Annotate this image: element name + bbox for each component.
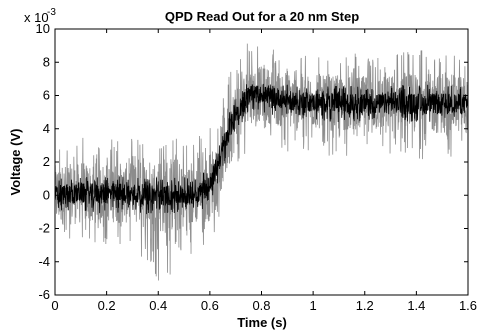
y-tick-label: 10 xyxy=(36,21,50,36)
chart-title: QPD Read Out for a 20 nm Step xyxy=(165,9,359,24)
y-axis: -6 -4 -2 0 2 4 6 8 10 xyxy=(36,21,468,302)
x-tick-label: 1.4 xyxy=(407,298,425,313)
x-axis: 0 0.2 0.4 0.6 0.8 1 1.2 1.4 1.6 xyxy=(51,29,477,313)
series-line-black xyxy=(55,83,468,215)
x-tick-label: 0 xyxy=(51,298,58,313)
y-tick-label: 6 xyxy=(43,88,50,103)
x-tick-label: 0.8 xyxy=(252,298,270,313)
x-tick-label: 0.2 xyxy=(98,298,116,313)
y-axis-label: Voltage (V) xyxy=(8,129,23,196)
x-tick-label: 1 xyxy=(310,298,317,313)
plot-area xyxy=(55,43,468,281)
y-tick-label: 4 xyxy=(43,121,50,136)
y-scale-label: x 10 xyxy=(24,10,49,25)
x-tick-label: 0.6 xyxy=(201,298,219,313)
y-tick-label: 2 xyxy=(43,154,50,169)
x-axis-label: Time (s) xyxy=(237,315,287,330)
x-tick-label: 1.2 xyxy=(356,298,374,313)
y-tick-label: -4 xyxy=(38,254,50,269)
y-tick-label: 0 xyxy=(43,187,50,202)
y-tick-label: -6 xyxy=(38,287,50,302)
x-tick-label: 1.6 xyxy=(459,298,477,313)
y-tick-label: 8 xyxy=(43,54,50,69)
y-scale-exponent: -3 xyxy=(47,7,56,18)
y-tick-label: -2 xyxy=(38,221,50,236)
x-tick-label: 0.4 xyxy=(149,298,167,313)
series-layer xyxy=(55,43,468,281)
